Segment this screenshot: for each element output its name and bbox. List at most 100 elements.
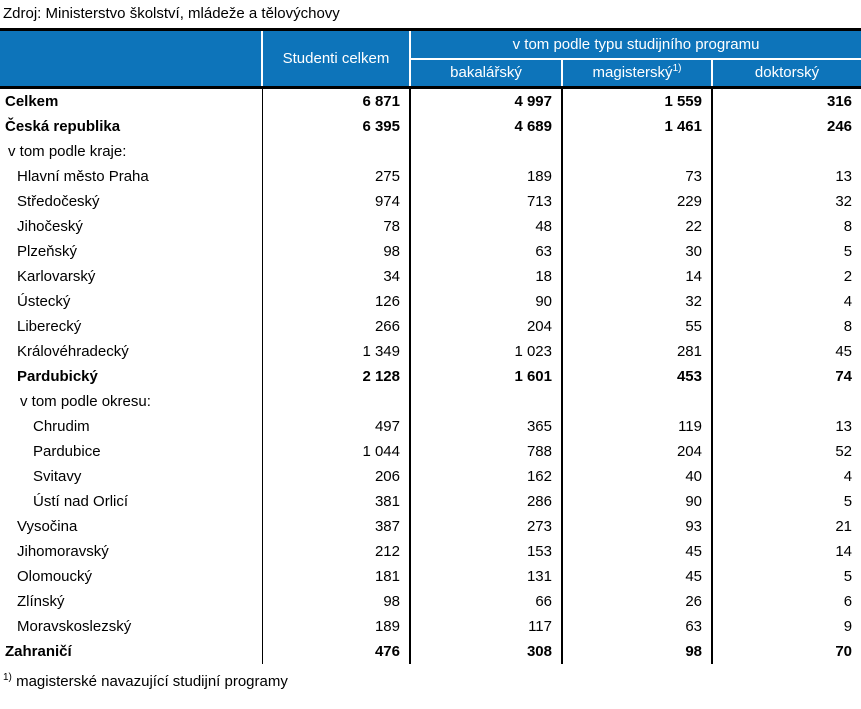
cell-value: 497 xyxy=(261,414,410,439)
footnote: 1) magisterské navazující studijní progr… xyxy=(0,664,861,691)
cell-value: 1 044 xyxy=(261,439,410,464)
source-line: Zdroj: Ministerstvo školství, mládeže a … xyxy=(3,5,340,22)
cell-value: 90 xyxy=(561,489,712,514)
cell-value: 1 461 xyxy=(561,114,712,139)
table-row: Česká republika 6 395 4 689 1 461 246 xyxy=(0,114,861,139)
footnote-text: magisterské navazující studijní programy xyxy=(16,673,288,690)
header-doctoral: doktorský xyxy=(710,57,861,88)
cell-value: 974 xyxy=(261,189,410,214)
cell-value: 40 xyxy=(561,464,712,489)
row-label: Zlínský xyxy=(17,593,65,610)
cell-value: 206 xyxy=(261,464,410,489)
table-row: Ústecký 126 90 32 4 xyxy=(0,289,861,314)
cell-value: 204 xyxy=(409,314,562,339)
cell-value: 78 xyxy=(261,214,410,239)
cell-value: 162 xyxy=(409,464,562,489)
footnote-marker: 1) xyxy=(3,672,12,683)
row-label: Olomoucký xyxy=(17,568,93,585)
cell-value xyxy=(409,389,562,414)
cell-value: 2 xyxy=(710,264,861,289)
cell-value: 453 xyxy=(561,364,712,389)
cell-value: 30 xyxy=(561,239,712,264)
table-row: Liberecký 266 204 55 8 xyxy=(0,314,861,339)
cell-value: 5 xyxy=(710,564,861,589)
cell-value: 365 xyxy=(409,414,562,439)
row-label: Vysočina xyxy=(17,518,78,535)
cell-value: 266 xyxy=(261,314,410,339)
cell-value: 22 xyxy=(561,214,712,239)
cell-value: 1 559 xyxy=(561,87,712,114)
row-label: Jihomoravský xyxy=(17,543,109,560)
cell-value: 5 xyxy=(710,489,861,514)
row-label: Zahraničí xyxy=(5,643,72,660)
cell-value: 273 xyxy=(409,514,562,539)
cell-value: 90 xyxy=(409,289,562,314)
cell-value: 281 xyxy=(561,339,712,364)
cell-value: 70 xyxy=(710,639,861,664)
cell-value: 63 xyxy=(409,239,562,264)
footnote-marker: 1) xyxy=(672,63,682,75)
cell-value: 63 xyxy=(561,614,712,639)
row-label: Liberecký xyxy=(17,318,82,335)
row-label: Česká republika xyxy=(5,118,121,135)
row-label: Plzeňský xyxy=(17,243,78,260)
cell-value: 189 xyxy=(261,614,410,639)
cell-value: 32 xyxy=(710,189,861,214)
row-label: v tom podle okresu: xyxy=(20,393,151,410)
row-label: Královéhradecký xyxy=(17,343,129,360)
row-label: Hlavní město Praha xyxy=(17,168,149,185)
cell-value: 1 349 xyxy=(261,339,410,364)
cell-value: 21 xyxy=(710,514,861,539)
row-label: Středočeský xyxy=(17,193,100,210)
cell-value xyxy=(261,389,410,414)
cell-value: 126 xyxy=(261,289,410,314)
table-row: Zlínský 98 66 26 6 xyxy=(0,589,861,614)
cell-value: 8 xyxy=(710,214,861,239)
cell-value: 98 xyxy=(261,239,410,264)
cell-value: 2 128 xyxy=(261,364,410,389)
header-master: magisterský1) xyxy=(561,57,712,88)
table-row: Celkem 6 871 4 997 1 559 316 xyxy=(0,87,861,114)
row-label: Ústecký xyxy=(17,293,71,310)
table-row: Královéhradecký 1 349 1 023 281 45 xyxy=(0,339,861,364)
header-students-total: Studenti celkem xyxy=(261,29,410,88)
cell-value: 189 xyxy=(409,164,562,189)
table-row: v tom podle okresu: xyxy=(0,389,861,414)
cell-value: 1 023 xyxy=(409,339,562,364)
cell-value: 13 xyxy=(710,414,861,439)
cell-value xyxy=(710,139,861,164)
cell-value: 34 xyxy=(261,264,410,289)
cell-value: 14 xyxy=(710,539,861,564)
cell-value: 5 xyxy=(710,239,861,264)
row-label: Svitavy xyxy=(33,468,82,485)
cell-value: 387 xyxy=(261,514,410,539)
cell-value: 48 xyxy=(409,214,562,239)
table-row: Hlavní město Praha 275 189 73 13 xyxy=(0,164,861,189)
table-row: Karlovarský 34 18 14 2 xyxy=(0,264,861,289)
cell-value: 4 xyxy=(710,464,861,489)
row-label: v tom podle kraje: xyxy=(8,143,127,160)
table-row: Plzeňský 98 63 30 5 xyxy=(0,239,861,264)
cell-value: 212 xyxy=(261,539,410,564)
header-master-label: magisterský xyxy=(592,64,673,82)
header-group-title: v tom podle typu studijního programu xyxy=(408,29,861,59)
cell-value: 98 xyxy=(261,589,410,614)
cell-value: 788 xyxy=(409,439,562,464)
cell-value: 117 xyxy=(409,614,562,639)
cell-value: 131 xyxy=(409,564,562,589)
cell-value xyxy=(561,139,712,164)
cell-value: 1 601 xyxy=(409,364,562,389)
cell-value: 66 xyxy=(409,589,562,614)
cell-value xyxy=(261,139,410,164)
table-row: Svitavy 206 162 40 4 xyxy=(0,464,861,489)
table-row: Jihomoravský 212 153 45 14 xyxy=(0,539,861,564)
cell-value: 308 xyxy=(409,639,562,664)
cell-value: 713 xyxy=(409,189,562,214)
cell-value: 229 xyxy=(561,189,712,214)
cell-value: 8 xyxy=(710,314,861,339)
cell-value: 4 997 xyxy=(409,87,562,114)
table-row: Středočeský 974 713 229 32 xyxy=(0,189,861,214)
cell-value: 316 xyxy=(710,87,861,114)
table-row: Pardubice 1 044 788 204 52 xyxy=(0,439,861,464)
table-row: Pardubický 2 128 1 601 453 74 xyxy=(0,364,861,389)
